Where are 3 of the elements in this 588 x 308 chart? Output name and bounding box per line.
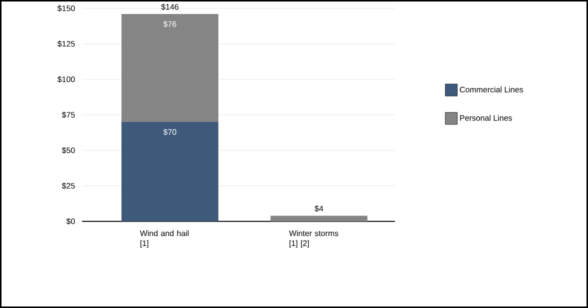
- bar: [270, 216, 368, 222]
- bar: [121, 14, 218, 122]
- bar: [121, 122, 218, 222]
